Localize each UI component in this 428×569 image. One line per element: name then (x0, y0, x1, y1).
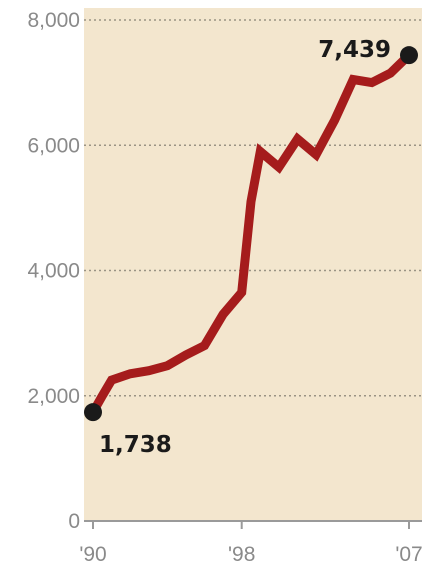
y-tick-label: 8,000 (27, 9, 80, 32)
endpoint-marker (84, 403, 102, 422)
y-tick-label: 0 (68, 510, 80, 533)
x-tick-label: '07 (395, 543, 422, 566)
x-tick-label: '90 (79, 543, 106, 566)
axes (84, 520, 422, 529)
y-tick-label: 4,000 (27, 260, 80, 283)
series-line-path (89, 51, 413, 415)
endpoint-marker (400, 46, 418, 65)
grid-lines (84, 19, 422, 397)
series-line (89, 51, 413, 415)
data-label: 1,738 (99, 432, 172, 458)
endpoint-markers (84, 46, 418, 422)
y-tick-label: 6,000 (27, 134, 80, 157)
data-label: 7,439 (318, 37, 391, 63)
y-tick-label: 2,000 (27, 385, 80, 408)
x-tick-label: '98 (228, 543, 255, 566)
plot-background (84, 8, 422, 521)
tick-and-data-labels: 0 2,000 4,000 6,000 8,000 '90 '98 '07 1,738 7,439 (27, 9, 422, 566)
